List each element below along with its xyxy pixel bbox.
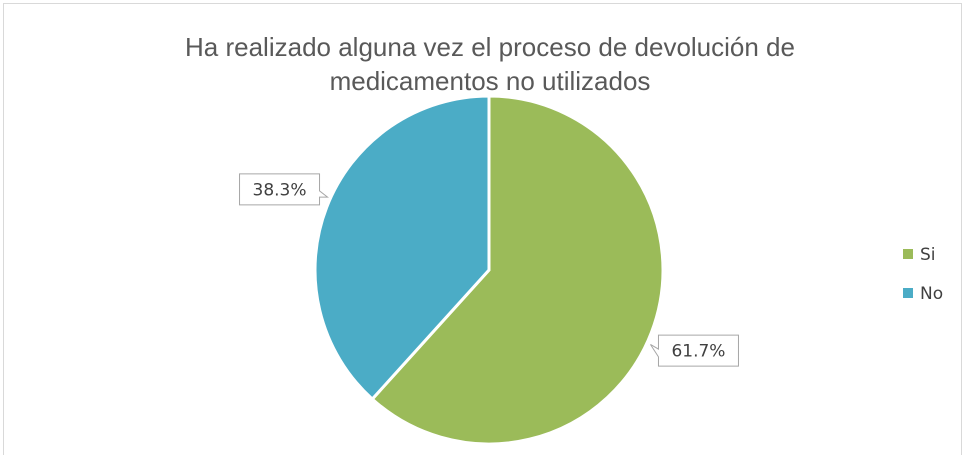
data-label: 38.3% <box>253 180 307 200</box>
data-label: 61.7% <box>671 342 725 362</box>
chart-frame <box>3 3 962 455</box>
data-label-box <box>650 334 739 367</box>
legend-swatch <box>903 288 913 298</box>
chart-title: Ha realizado alguna vez el proceso de de… <box>185 32 795 96</box>
legend-swatch <box>903 249 913 259</box>
data-label-box <box>239 173 329 206</box>
pie-slice <box>370 94 665 446</box>
legend-label: No <box>920 284 943 304</box>
legend-label: Si <box>920 245 936 265</box>
pie-slice <box>313 94 491 402</box>
